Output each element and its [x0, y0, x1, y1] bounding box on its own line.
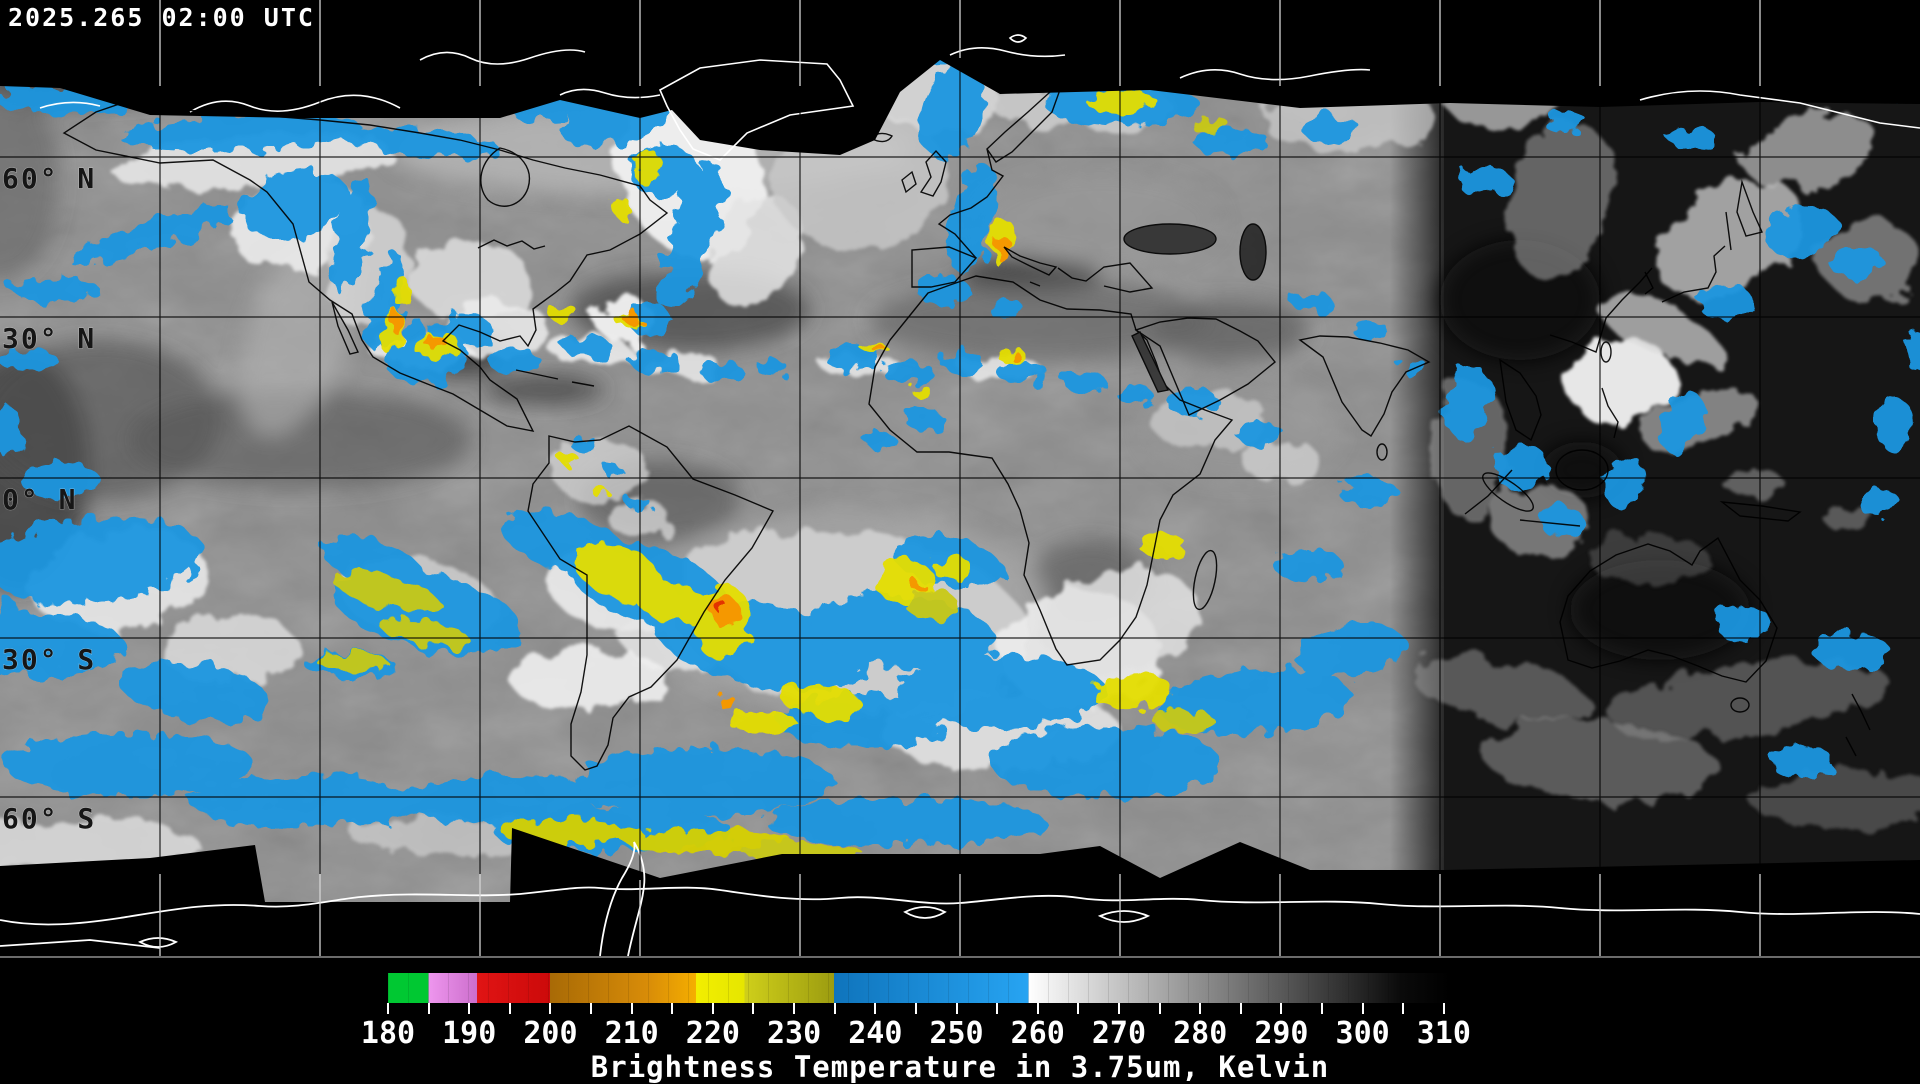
satellite-map: 60° N 30° N 0° N 30° S 60° S 2025.265 02… — [0, 0, 1920, 958]
graticule-black — [0, 0, 1920, 958]
colorbar-tick-label: 260 — [1010, 1016, 1065, 1051]
graticule-white-polar — [159, 0, 1761, 956]
colorbar-tick-label: 210 — [604, 1016, 659, 1051]
colorbar-tick-label: 200 — [523, 1016, 578, 1051]
lat-label-30n: 30° N — [2, 322, 96, 355]
lat-label-60n: 60° N — [2, 162, 96, 195]
colorbar-tick — [671, 1003, 674, 1014]
colorbar-tick — [508, 1003, 511, 1014]
colorbar-tick — [590, 1003, 593, 1014]
colorbar-ticks — [387, 1003, 1445, 1014]
colorbar-tick — [387, 1003, 389, 1014]
colorbar-tick — [630, 1003, 633, 1014]
map-bottom-border — [0, 956, 1920, 958]
colorbar-tick — [1239, 1003, 1242, 1014]
legend: 180 190 200 210 220 230 240 250 260 270 280 290 300 3… — [0, 958, 1920, 1084]
colorbar-tick-label: 310 — [1416, 1016, 1471, 1051]
timestamp: 2025.265 02:00 UTC — [8, 3, 315, 32]
colorbar-tick — [1361, 1003, 1364, 1014]
colorbar-tick — [1402, 1003, 1405, 1014]
colorbar-step-bands — [388, 973, 1450, 1003]
colorbar-tick-label: 240 — [848, 1016, 903, 1051]
colorbar-tick-label: 300 — [1335, 1016, 1390, 1051]
colorbar-caption: Brightness Temperature in 3.75um, Kelvin — [590, 1050, 1330, 1084]
colorbar-tick — [1158, 1003, 1161, 1014]
colorbar-tick-label: 220 — [685, 1016, 740, 1051]
colorbar-tick — [468, 1003, 471, 1014]
colorbar — [388, 973, 1450, 1003]
colorbar-tick-label: 270 — [1091, 1016, 1147, 1051]
colorbar-tick-label: 280 — [1173, 1016, 1228, 1051]
colorbar-tick — [955, 1003, 958, 1014]
colorbar-tick — [833, 1003, 836, 1014]
colorbar-tick — [996, 1003, 999, 1014]
colorbar-tick — [914, 1003, 917, 1014]
colorbar-tick-label: 290 — [1254, 1016, 1309, 1051]
colorbar-tick — [874, 1003, 877, 1014]
colorbar-tick-label: 180 — [360, 1016, 416, 1051]
colorbar-gradient — [388, 973, 1450, 1003]
lat-label-30s: 30° S — [2, 643, 96, 676]
colorbar-tick — [1442, 1003, 1445, 1014]
colorbar-tick — [1280, 1003, 1283, 1014]
colorbar-tick — [1117, 1003, 1120, 1014]
cold-cloud-layer — [0, 12, 1920, 852]
colorbar-tick — [1077, 1003, 1080, 1014]
colorbar-tick-label: 250 — [929, 1016, 984, 1051]
lat-label-0n: 0° N — [2, 483, 77, 516]
colorbar-tick — [549, 1003, 552, 1014]
lat-label-60s: 60° S — [2, 802, 96, 835]
colorbar-tick — [793, 1003, 796, 1014]
colorbar-tick — [711, 1003, 714, 1014]
colorbar-tick-label: 190 — [442, 1016, 497, 1051]
colorbar-tick — [427, 1003, 430, 1014]
colorbar-tick-label: 230 — [767, 1016, 822, 1051]
colorbar-tick — [1321, 1003, 1324, 1014]
colorbar-tick — [1199, 1003, 1202, 1014]
arctic-coastline — [39, 34, 1920, 161]
colorbar-tick — [1036, 1003, 1039, 1014]
colorbar-labels: 180 190 200 210 220 230 240 250 260 270 280 290 300 3… — [348, 1016, 1484, 1051]
colorbar-tick — [752, 1003, 755, 1014]
